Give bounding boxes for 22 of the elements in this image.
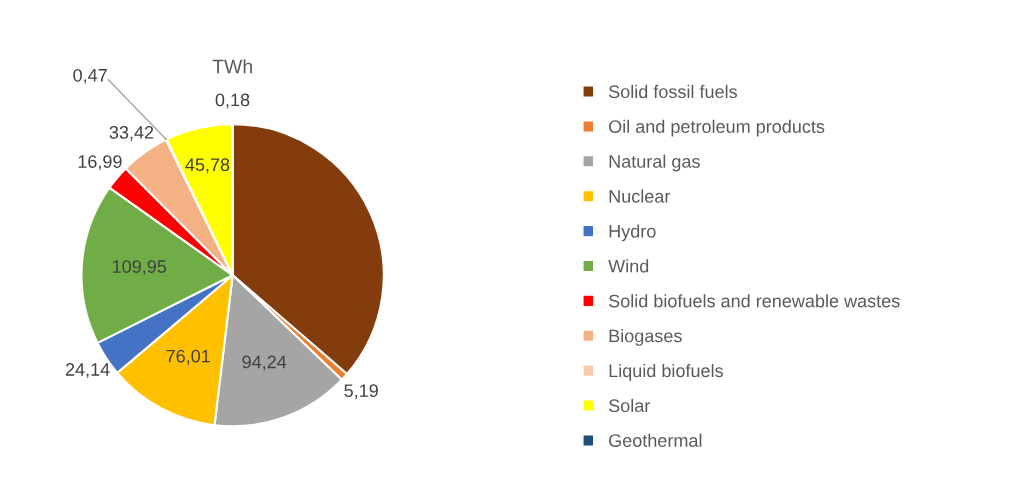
legend-label: Nuclear [609,189,671,203]
legend-label: Wind [608,259,649,273]
data-label: 76,01 [166,349,210,365]
legend-label: Liquid biofuels [609,363,723,381]
chart-title: TWh [212,59,252,74]
data-label: 0,18 [215,93,250,109]
data-label: 16,99 [78,155,122,171]
data-label: 94,24 [242,355,287,371]
data-label: 33,42 [109,126,154,141]
data-label: 5,19 [344,384,378,400]
legend-label: Solid fossil fuels [608,84,737,99]
data-label: 109,95 [113,260,167,276]
legend-label: Solid biofuels and renewable wastes [608,294,900,308]
legend-label: Geothermal [609,433,702,447]
data-label: 0,47 [73,68,107,84]
legend-label: Solar [608,398,651,413]
legend-label: Oil and petroleum products [609,119,825,137]
legend-label: Hydro [609,224,656,242]
legend-label: Biogases [609,329,682,346]
data-label: 45,78 [185,158,230,174]
legend-label: Natural gas [609,154,700,172]
data-label: 24,14 [65,363,110,378]
